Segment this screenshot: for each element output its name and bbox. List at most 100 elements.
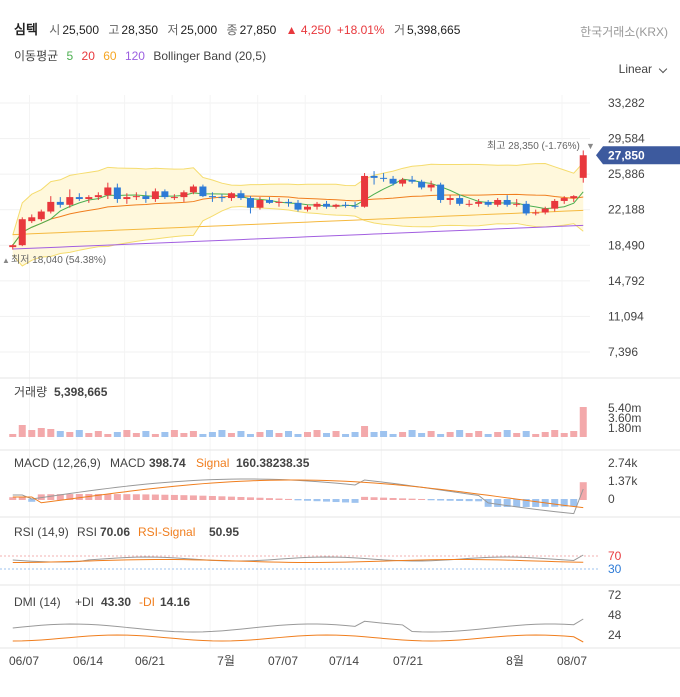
candle-body — [47, 201, 55, 212]
candle-body — [104, 187, 112, 196]
volume-bar — [180, 433, 188, 437]
x-tick-label: 06/14 — [73, 654, 103, 668]
low-marker-arrow: ▲ — [2, 256, 10, 265]
candle-body — [313, 203, 321, 207]
candle-body — [246, 198, 254, 208]
macd-histogram-bar — [456, 499, 464, 501]
volume-bar — [446, 432, 454, 437]
volume-bar — [265, 430, 273, 437]
volume-bar — [246, 434, 254, 437]
dmi-tick-label: 72 — [608, 588, 622, 602]
low-value: 25,000 — [180, 23, 218, 37]
candle-body — [284, 201, 292, 203]
candle-body — [66, 197, 74, 205]
volume-bar — [541, 432, 549, 437]
candle-body — [180, 192, 188, 198]
volume-tick-label: 5.40m — [608, 401, 641, 415]
volume-panel-value: 5,398,665 — [54, 385, 108, 399]
scale-selector[interactable]: Linear — [618, 62, 652, 76]
macd-signal-label: Signal — [196, 456, 229, 470]
macd-histogram-bar — [294, 499, 302, 501]
mdi-line — [12, 634, 584, 643]
candle-body — [265, 199, 273, 203]
macd-histogram-bar — [123, 494, 131, 500]
macd-histogram-bar — [513, 499, 521, 507]
candle-body — [9, 245, 17, 248]
open-label: 시 — [49, 23, 61, 37]
macd-histogram-bar — [389, 497, 397, 500]
macd-histogram-bar — [9, 497, 17, 500]
candle-body — [123, 197, 131, 200]
candle-body — [380, 177, 388, 179]
volume-bar — [503, 430, 511, 437]
volume-bar — [342, 434, 350, 437]
volume-bar — [113, 432, 121, 437]
volume-bar — [408, 430, 416, 437]
macd-histogram-bar — [465, 499, 473, 502]
macd-histogram-bar — [199, 495, 207, 500]
candle-body — [218, 197, 226, 199]
macd-histogram-bar — [332, 499, 340, 503]
rsi-signal-line — [12, 558, 584, 563]
ma120-line — [12, 224, 584, 250]
candle-body — [408, 179, 416, 182]
last-price-tag — [596, 146, 680, 165]
volume-bar — [56, 431, 64, 437]
volume-panel-label: 거래량 — [14, 385, 47, 399]
ma-5-label[interactable]: 5 — [66, 49, 74, 63]
macd-histogram-bar — [446, 499, 454, 501]
volume-bar — [189, 431, 197, 437]
close-value: 27,850 — [239, 23, 277, 37]
macd-histogram-bar — [380, 497, 388, 500]
y-tick-label: 11,094 — [608, 309, 644, 323]
volume-bar — [28, 430, 36, 437]
volume-bar — [123, 430, 131, 437]
volume-bar — [570, 431, 578, 437]
rsi-70-label: 70 — [608, 549, 622, 563]
volume-bar — [351, 432, 359, 437]
volume-bar — [47, 429, 55, 437]
candle-body — [170, 197, 178, 199]
volume-bar — [323, 433, 331, 437]
candle-body — [399, 179, 407, 184]
ma-legend-title: 이동평균 — [14, 49, 59, 63]
bollinger-label[interactable]: Bollinger Band (20,5) — [153, 49, 267, 63]
open-value: 25,500 — [62, 23, 100, 37]
macd-histogram-bar — [351, 499, 359, 503]
ma-20-label[interactable]: 20 — [81, 49, 95, 63]
macd-histogram-bar — [522, 499, 530, 507]
rsi-line — [12, 554, 584, 563]
ma-60-label[interactable]: 60 — [103, 49, 117, 63]
candle-body — [85, 197, 93, 200]
volume-bar — [551, 430, 559, 437]
candle-body — [361, 175, 369, 207]
x-tick-label: 7월 — [217, 654, 235, 668]
volume-tick-label: 3.60m — [608, 411, 641, 425]
volume-bar — [418, 433, 426, 437]
candle-body — [522, 203, 530, 214]
candle-body — [75, 197, 83, 200]
volume-bar — [513, 433, 521, 437]
close-label: 종 — [226, 23, 238, 37]
low-label: 저 — [167, 23, 179, 37]
macd-histogram-bar — [180, 495, 188, 500]
candle-body — [132, 196, 140, 198]
candle-body — [94, 195, 102, 198]
ma-120-label[interactable]: 120 — [124, 49, 145, 63]
macd-histogram-bar — [275, 498, 283, 500]
macd-histogram-bar — [304, 499, 312, 501]
candle-body — [446, 198, 454, 200]
volume-bar — [9, 434, 17, 437]
macd-histogram-bar — [161, 494, 169, 500]
rsi-panel-label: RSI (14,9) — [14, 525, 69, 539]
volume-bar — [313, 430, 321, 437]
macd-histogram-bar — [437, 499, 445, 501]
y-tick-label: 14,792 — [608, 274, 645, 288]
pdi-label: +DI — [75, 595, 94, 609]
candle-body — [532, 212, 540, 214]
mdi-label: -DI — [139, 595, 155, 609]
macd-histogram-bar — [104, 494, 112, 500]
x-tick-label: 08/07 — [557, 654, 587, 668]
candle-body — [456, 198, 464, 204]
